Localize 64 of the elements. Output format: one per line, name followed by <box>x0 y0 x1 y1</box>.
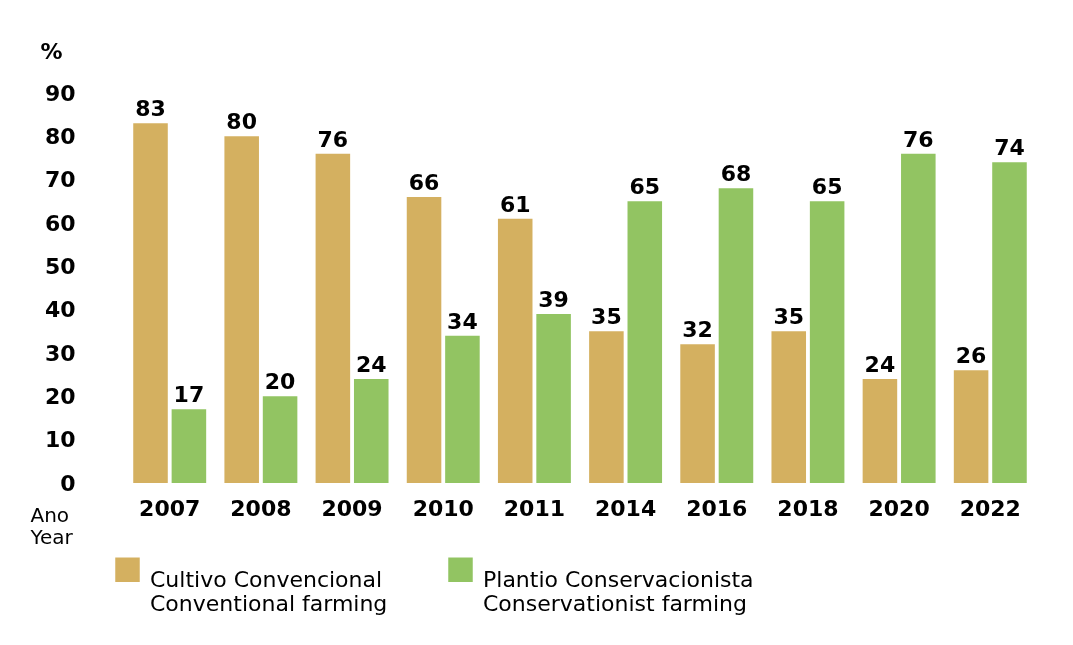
bar <box>171 409 207 483</box>
bar <box>315 153 351 483</box>
data-label: 24 <box>864 352 896 377</box>
bar <box>353 379 389 483</box>
y-tick-label: 30 <box>44 340 76 366</box>
bar <box>497 218 533 483</box>
x-tick-label: 2020 <box>868 495 930 521</box>
data-label: 68 <box>720 161 752 187</box>
data-label: 26 <box>955 343 987 369</box>
data-label: 39 <box>538 287 569 312</box>
bar <box>445 335 480 483</box>
x-tick-label: 2018 <box>777 495 839 521</box>
bar <box>224 136 259 483</box>
y-tick-label: 80 <box>44 123 76 149</box>
legend-label: Cultivo Convencional Conventional farming <box>150 566 388 616</box>
data-label: 24 <box>355 352 387 377</box>
x-tick-label: 2009 <box>321 495 383 521</box>
bar <box>133 123 168 483</box>
data-label: 83 <box>135 96 166 122</box>
y-axis-title: % <box>40 38 63 64</box>
y-tick-label: 60 <box>44 210 76 236</box>
y-tick-label: 70 <box>44 167 76 193</box>
bar <box>406 197 442 483</box>
data-label: 65 <box>811 174 843 200</box>
data-label: 76 <box>317 126 349 152</box>
data-label: 61 <box>499 191 531 217</box>
bar <box>680 344 715 483</box>
y-tick-label: 10 <box>44 427 76 453</box>
data-label: 20 <box>264 369 296 395</box>
data-label: 76 <box>903 126 934 152</box>
y-tick-label: 0 <box>60 470 76 496</box>
legend-label: Plantio Conservacionista Conservationist farming <box>483 566 754 616</box>
y-tick-label: 90 <box>44 80 76 106</box>
y-tick-label: 50 <box>44 253 76 279</box>
bar <box>262 396 298 483</box>
bar <box>718 188 754 483</box>
bar <box>953 370 989 483</box>
y-tick-label: 40 <box>44 297 76 323</box>
x-tick-label: 2011 <box>503 495 566 521</box>
bar <box>771 331 807 483</box>
bar <box>627 201 663 483</box>
bar <box>589 331 624 483</box>
x-tick-label: 2014 <box>594 495 657 521</box>
data-label: 66 <box>408 170 440 195</box>
bar <box>862 379 898 483</box>
data-label: 34 <box>447 308 478 334</box>
x-tick-label: 2007 <box>139 495 201 521</box>
bar <box>901 153 936 483</box>
data-label: 80 <box>226 109 257 135</box>
bar <box>809 201 845 483</box>
x-tick-label: 2010 <box>412 495 474 521</box>
data-label: 74 <box>994 135 1025 161</box>
x-axis-title: Ano Year <box>29 502 74 549</box>
data-label: 35 <box>591 304 622 330</box>
data-label: 65 <box>629 174 661 200</box>
x-tick-label: 2022 <box>959 495 1021 521</box>
x-tick-label: 2016 <box>686 495 748 521</box>
bar <box>536 314 571 483</box>
data-label: 17 <box>173 382 205 408</box>
data-label: 32 <box>682 317 713 343</box>
x-tick-label: 2008 <box>230 495 292 521</box>
bar <box>992 162 1027 483</box>
y-tick-label: 20 <box>44 383 76 409</box>
data-label: 35 <box>773 304 805 330</box>
